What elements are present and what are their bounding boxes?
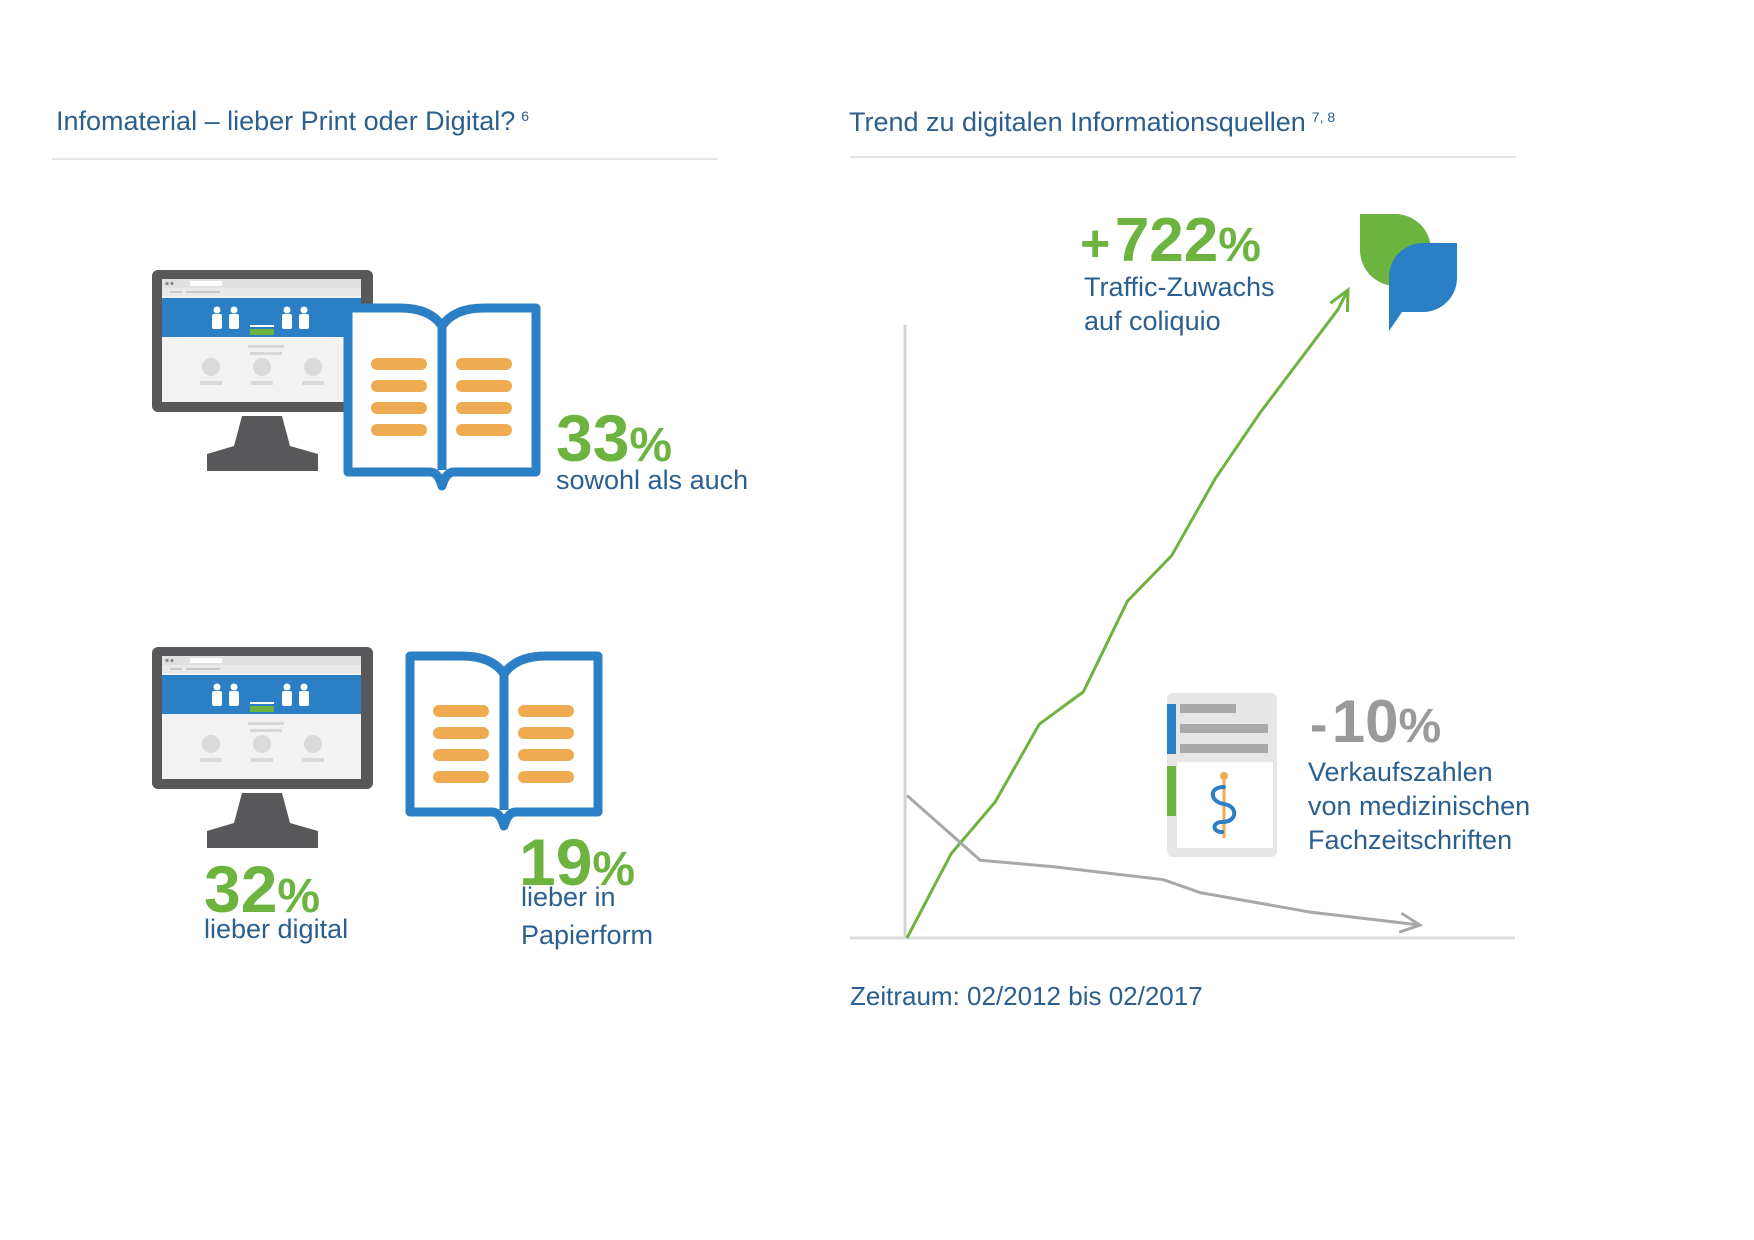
period-label: Zeitraum: 02/2012 bis 02/2017 xyxy=(850,981,1203,1011)
stat-paper-value: 19% xyxy=(519,829,635,895)
sales-arrow-head xyxy=(1398,911,1424,934)
journal-icon xyxy=(1167,693,1277,857)
stat-digital-number: 32 xyxy=(204,852,278,926)
monitor-icon xyxy=(152,647,373,848)
sales-number: 10 xyxy=(1331,688,1399,755)
traffic-number: 722 xyxy=(1114,206,1219,275)
traffic-label-line-1: Traffic-Zuwachs xyxy=(1084,272,1275,302)
stat-both-label-line: sowohl als auch xyxy=(556,465,749,495)
sales-label: Verkaufszahlen von medizinischen Fachzei… xyxy=(1308,755,1530,857)
sales-label-line-1: Verkaufszahlen xyxy=(1308,757,1493,787)
sales-series-line xyxy=(906,794,1421,927)
stat-digital-label-line: lieber digital xyxy=(204,914,349,944)
stat-both-number: 33 xyxy=(556,401,630,475)
right-panel-divider xyxy=(850,156,1516,158)
sales-sign: - xyxy=(1310,696,1328,754)
traffic-unit: % xyxy=(1218,219,1261,272)
left-panel-divider xyxy=(52,158,718,160)
traffic-value: + 722% xyxy=(1080,210,1261,272)
traffic-arrow-head xyxy=(1329,286,1350,313)
stat-both-unit: % xyxy=(629,419,673,472)
stat-paper-label-line-2: Papierform xyxy=(521,920,654,950)
left-panel-title-ref: 6 xyxy=(521,108,530,124)
sales-label-line-2: von medizinischen xyxy=(1308,791,1531,821)
stat-digital-label: lieber digital xyxy=(204,910,348,948)
open-book-icon xyxy=(343,303,541,491)
stat-paper-number: 19 xyxy=(519,825,593,899)
stat-both-value: 33% xyxy=(556,405,672,471)
traffic-sign: + xyxy=(1080,215,1111,273)
traffic-label: Traffic-Zuwachs auf coliquio xyxy=(1084,270,1275,338)
left-panel-title-text: Infomaterial – lieber Print oder Digital… xyxy=(56,106,516,136)
coliquio-logo-icon xyxy=(1360,214,1457,331)
right-panel-title-text: Trend zu digitalen Informationsquellen xyxy=(849,107,1306,137)
sales-label-line-3: Fachzeitschriften xyxy=(1308,825,1513,855)
sales-unit: % xyxy=(1398,700,1442,753)
right-panel-title: Trend zu digitalen Informationsquellen 7,… xyxy=(849,107,1335,138)
sales-value: - 10% xyxy=(1310,692,1441,752)
stat-paper-unit: % xyxy=(592,843,636,896)
traffic-series-line xyxy=(905,289,1350,939)
stat-paper-label-line-1: lieber in xyxy=(521,882,616,912)
monitor-icon xyxy=(152,270,373,471)
stat-both-label: sowohl als auch xyxy=(556,461,748,499)
open-book-icon xyxy=(405,651,603,831)
stat-digital-unit: % xyxy=(277,870,321,923)
left-panel-title: Infomaterial – lieber Print oder Digital… xyxy=(56,106,529,137)
stat-digital-value: 32% xyxy=(204,856,320,922)
stat-paper-label: lieber in Papierform xyxy=(521,878,653,954)
traffic-label-line-2: auf coliquio xyxy=(1084,306,1221,336)
right-panel-title-ref: 7, 8 xyxy=(1311,109,1336,125)
